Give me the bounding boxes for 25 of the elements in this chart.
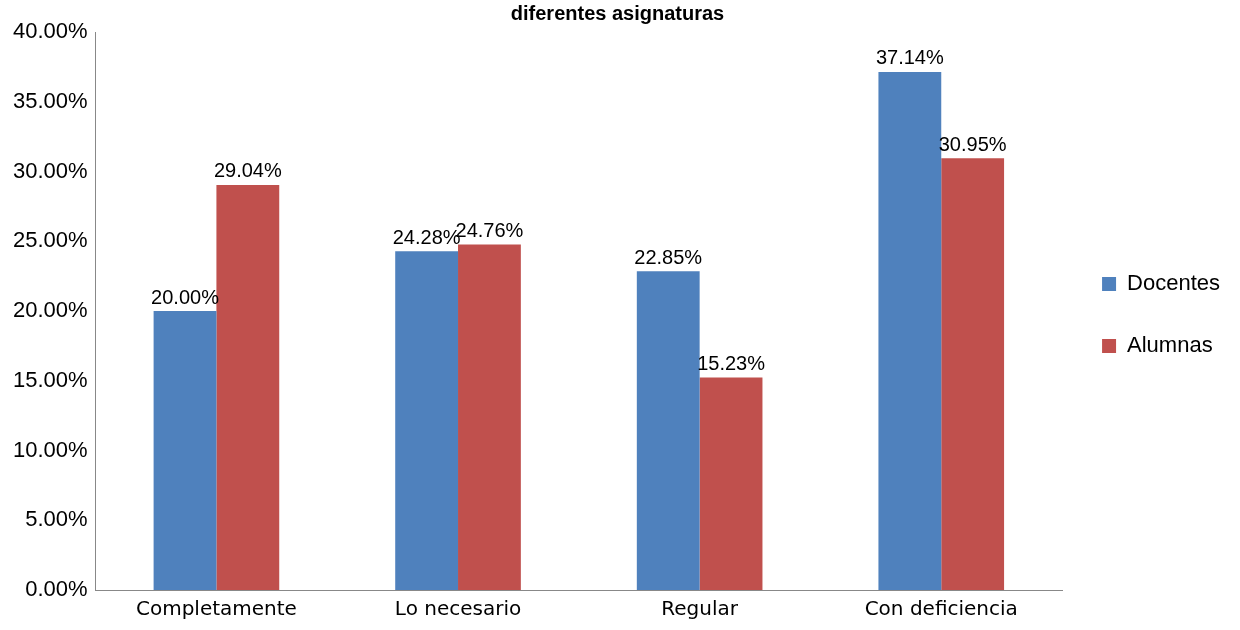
bar [395,251,459,590]
y-tick-label: 5.00% [25,506,88,532]
x-tick-label: Completamente [135,596,297,621]
legend-label: Alumnas [1127,332,1213,358]
data-label: 22.85% [634,245,703,268]
x-tick-label: Con deficiencia [864,596,1018,621]
y-tick-label: 40.00% [12,18,88,44]
bar [458,244,521,590]
y-tick-label: 30.00% [12,157,88,183]
legend-label: Docentes [1127,270,1221,296]
bar [941,158,1005,590]
bar [699,377,763,590]
y-tick-label: 35.00% [12,87,88,113]
data-label: 37.14% [875,46,944,69]
y-tick-label: 15.00% [12,366,88,392]
y-tick-label: 25.00% [12,227,88,253]
y-tick-label: 20.00% [12,297,88,323]
data-label: 29.04% [213,159,282,182]
bar [153,311,217,590]
bar [636,271,700,590]
y-tick-label: 10.00% [12,436,88,462]
x-tick-label: Lo necesario [394,596,522,621]
y-tick-label: 0.00% [25,576,88,602]
chart-title: diferentes asignaturas [510,1,725,24]
x-tick-label: Regular [661,596,739,621]
